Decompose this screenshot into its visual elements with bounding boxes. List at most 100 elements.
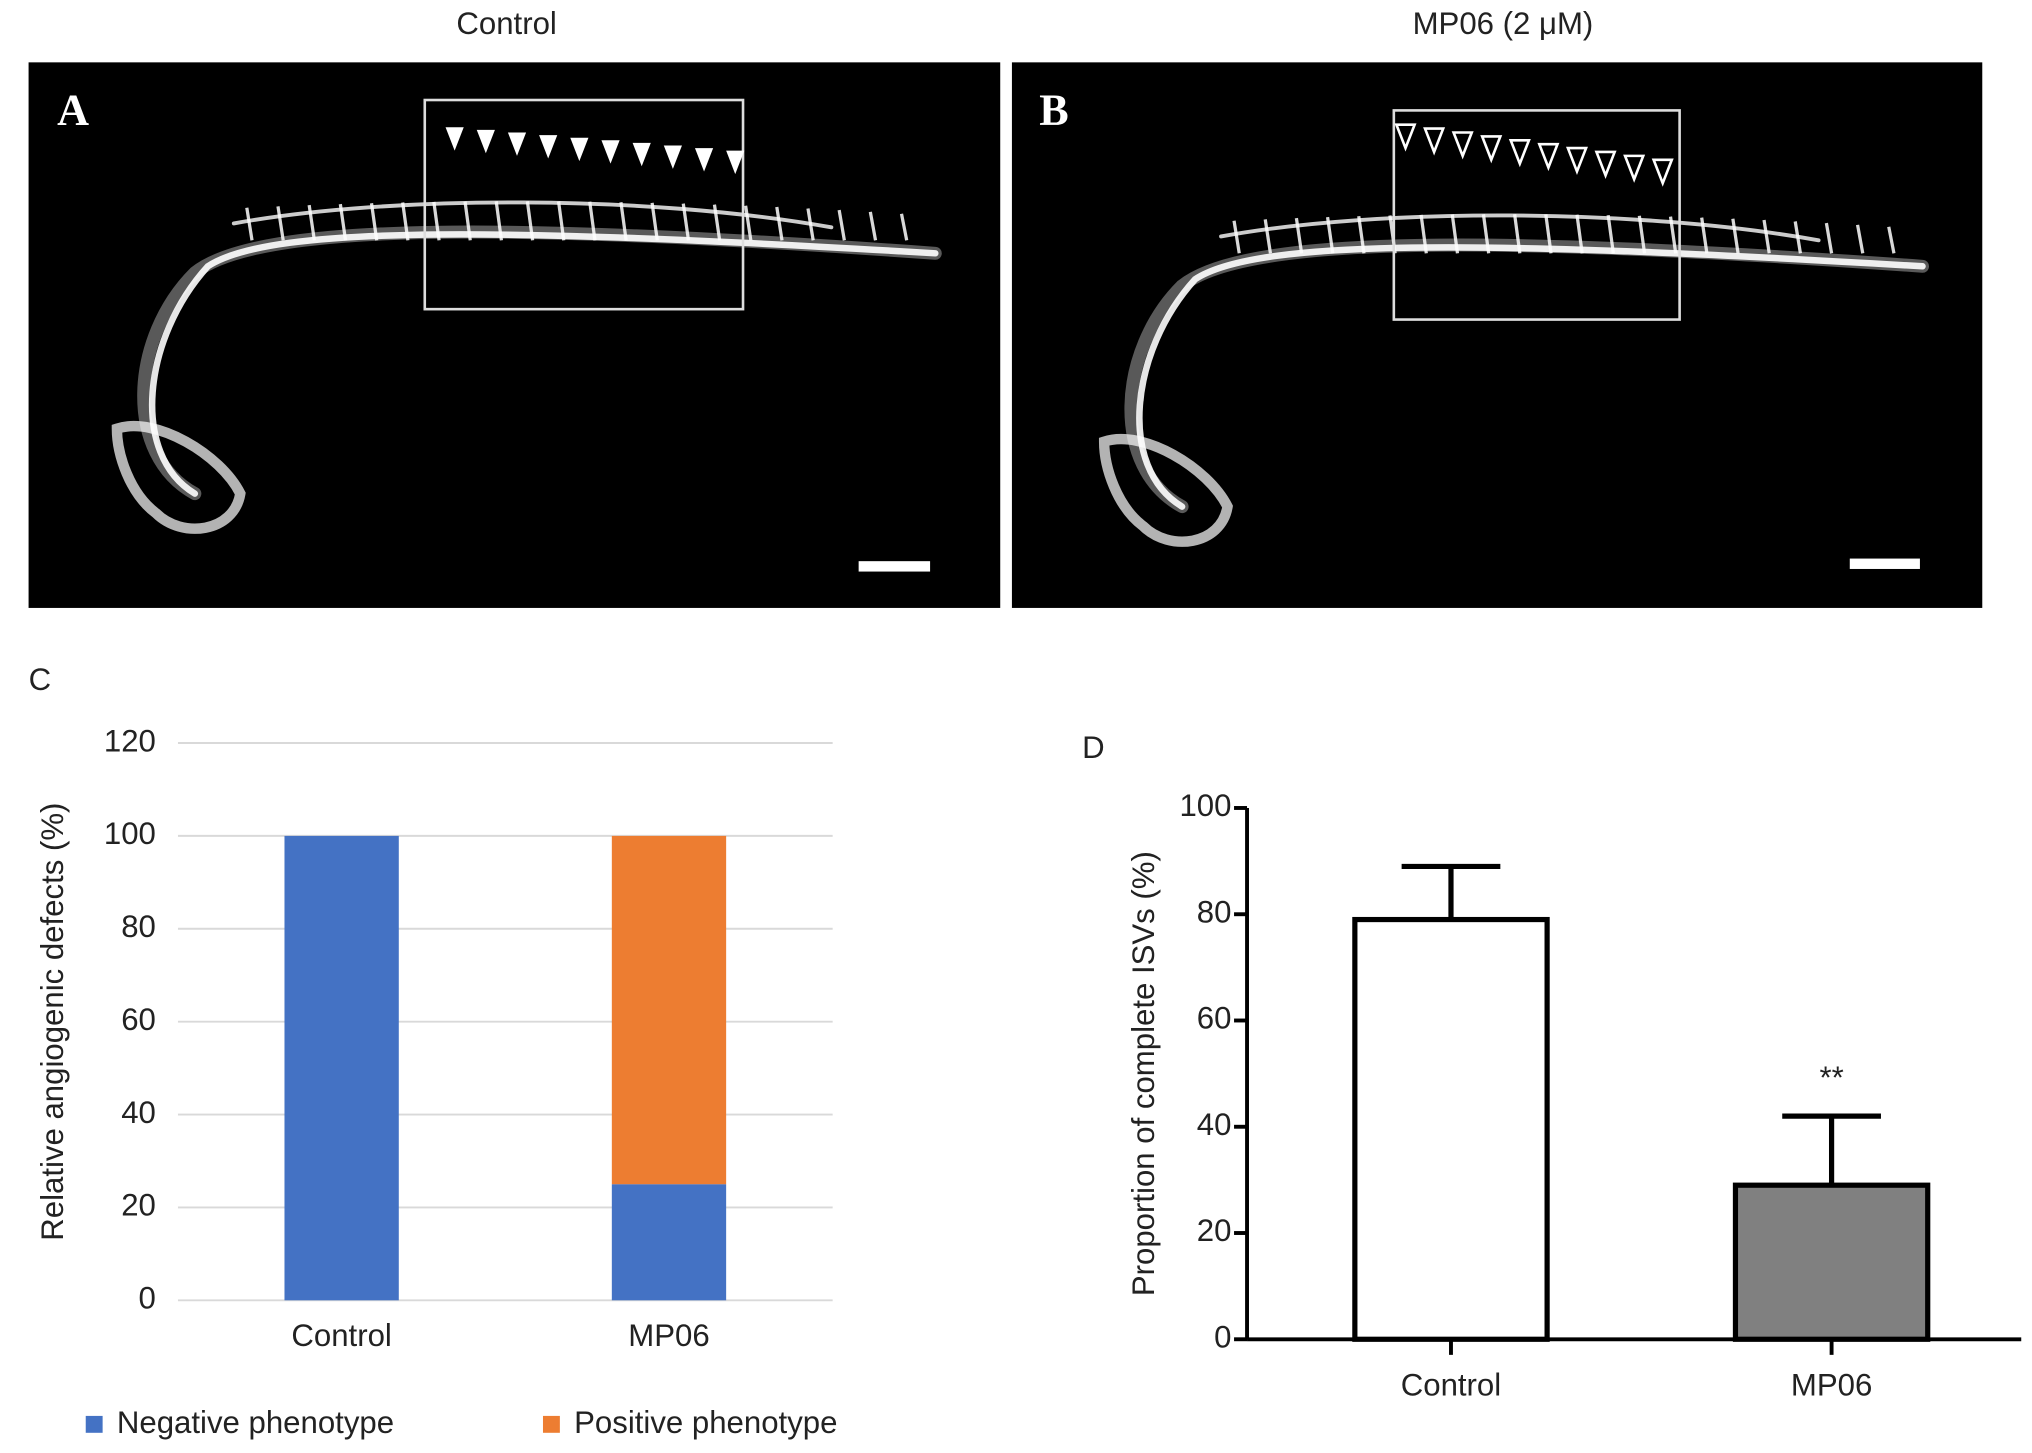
arrowhead	[726, 150, 745, 175]
isv	[837, 209, 846, 241]
y-tick-label: 80	[121, 909, 156, 944]
isv	[1450, 214, 1460, 254]
isv	[1294, 217, 1304, 254]
y-tick-label: 40	[1197, 1107, 1232, 1142]
bar-segment	[611, 1184, 727, 1301]
y-tick-label: 20	[121, 1188, 156, 1223]
arrowheads	[445, 123, 1674, 187]
isv	[868, 211, 878, 241]
vessel	[1219, 213, 1821, 243]
bar-segment	[611, 835, 727, 1185]
isv	[245, 207, 254, 241]
arrowhead	[601, 140, 620, 164]
x-tick-label: Control	[291, 1318, 391, 1353]
isv	[775, 206, 784, 241]
isv	[1668, 216, 1678, 254]
isv	[1637, 215, 1647, 254]
isv	[1513, 214, 1522, 254]
legend-label: Negative phenotype	[117, 1405, 394, 1440]
arrowhead	[445, 127, 464, 151]
x-tick-label: MP06	[628, 1318, 709, 1353]
y-tick-label: 60	[121, 1002, 156, 1037]
isv	[650, 202, 659, 241]
figure-content: Control MP06 (2 μM) A B C Relative angiog…	[28, 6, 2022, 1440]
isv	[1793, 221, 1803, 254]
significance: **	[1819, 1060, 1843, 1095]
vessel	[231, 200, 834, 230]
y-tick-label: 60	[1197, 1001, 1232, 1036]
arrowhead	[663, 145, 682, 169]
bar	[1732, 1182, 1931, 1342]
vessel	[1098, 433, 1233, 547]
isv	[1325, 216, 1335, 254]
panel-label: B	[1039, 85, 1068, 134]
legend-label: Positive phenotype	[574, 1405, 837, 1440]
isv	[1481, 214, 1491, 254]
vessel	[148, 231, 939, 497]
arrowhead	[1508, 138, 1531, 168]
isv	[1606, 214, 1615, 254]
arrowhead	[1480, 135, 1503, 164]
bar-segment	[284, 835, 399, 1301]
isv	[1700, 217, 1709, 254]
arrowhead	[694, 148, 714, 172]
y-tick-label: 40	[121, 1095, 156, 1130]
arrowhead	[1451, 131, 1474, 160]
scale-bar	[858, 561, 931, 572]
isv	[619, 202, 628, 241]
zebrafish-a	[111, 200, 942, 534]
arrowhead	[507, 132, 527, 156]
image-a	[28, 62, 1001, 608]
vessel	[111, 420, 246, 534]
panel-title: MP06 (2 μM)	[1413, 6, 1594, 41]
arrowhead	[476, 129, 495, 154]
x-tick-label: Control	[1401, 1368, 1501, 1403]
panel-label: A	[57, 85, 89, 134]
arrowhead	[1537, 142, 1560, 172]
panel-title: Control	[456, 6, 556, 41]
y-tick-label: 120	[104, 723, 156, 758]
isv	[1887, 226, 1896, 254]
isv	[494, 201, 504, 241]
isv	[1824, 222, 1834, 254]
isv	[1731, 218, 1740, 254]
isv	[525, 201, 535, 241]
y-axis-label: Relative angiogenic defects (%)	[35, 803, 70, 1241]
isv	[556, 201, 566, 241]
arrowhead	[570, 137, 589, 162]
vessel	[1136, 244, 1926, 510]
x-tick-label: MP06	[1791, 1368, 1872, 1403]
roi-box	[423, 98, 745, 311]
isv	[1232, 220, 1241, 254]
arrowhead	[1423, 127, 1446, 156]
isv	[338, 203, 348, 241]
isv	[588, 201, 597, 241]
isv	[1762, 219, 1771, 254]
isv	[401, 202, 410, 241]
isv	[712, 204, 722, 241]
arrowhead	[632, 142, 651, 167]
y-tick-label: 80	[1197, 894, 1232, 929]
isv	[681, 203, 691, 241]
isv	[463, 201, 472, 241]
arrowhead	[1623, 154, 1646, 183]
arrowhead	[539, 135, 558, 159]
isv	[1855, 224, 1865, 254]
roi-box	[1392, 109, 1681, 321]
isv	[1263, 219, 1273, 254]
y-tick-label: 100	[104, 816, 156, 851]
panel-label: C	[29, 662, 52, 697]
y-tick-label: 0	[139, 1281, 156, 1316]
arrowhead	[1565, 146, 1588, 176]
legend-swatch	[85, 1415, 103, 1433]
isv	[899, 213, 909, 241]
isv	[744, 205, 753, 241]
arrowhead	[1594, 150, 1617, 179]
y-tick-label: 100	[1179, 788, 1231, 823]
isv	[307, 204, 316, 241]
y-tick-label: 20	[1197, 1213, 1232, 1248]
panel-label: D	[1082, 730, 1105, 765]
image-b	[1011, 62, 1983, 608]
isv	[369, 202, 379, 241]
